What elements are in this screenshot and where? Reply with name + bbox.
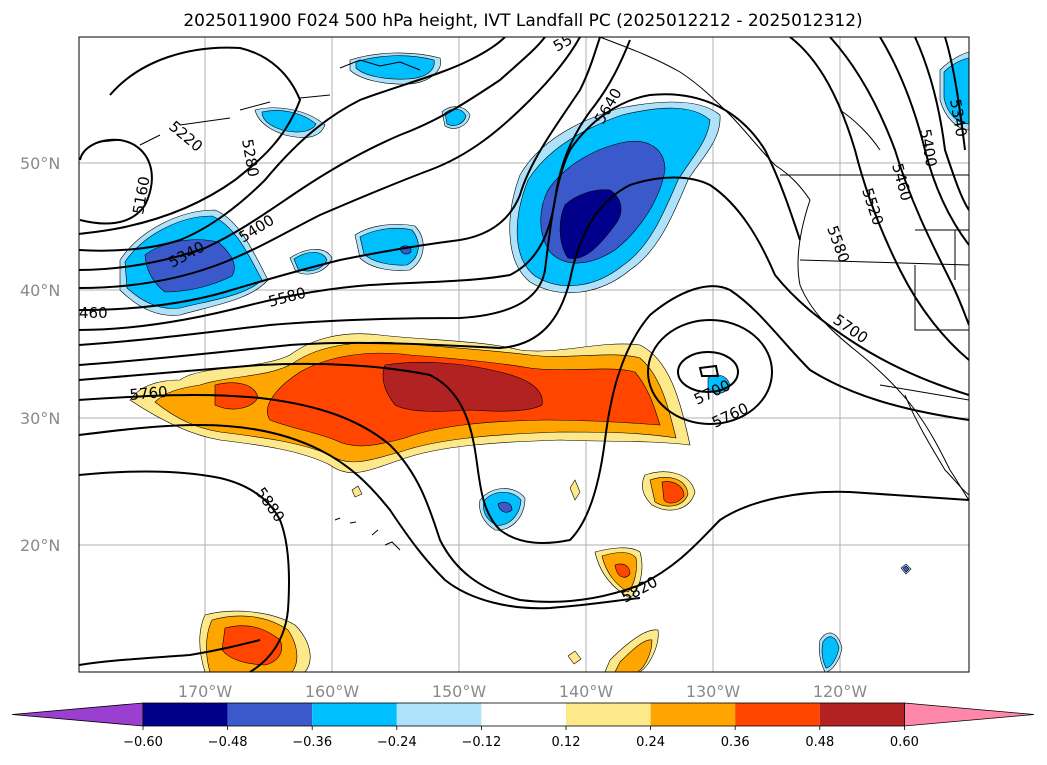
contour-5820b (79, 423, 641, 610)
contour-5760 (79, 285, 969, 544)
contour-5880b (79, 639, 261, 666)
contour-5820 (79, 393, 969, 603)
colorbar-segment (650, 703, 736, 726)
colorbar-segment (143, 703, 228, 726)
colorbar-tick-label: −0.36 (292, 735, 332, 750)
contour-5520-east (829, 37, 969, 326)
colorbar-segment (819, 703, 905, 726)
contour-label-5340-east: 5340 (946, 98, 970, 139)
colorbar-extend-max (904, 702, 1035, 727)
lat-label-50n: 50°N (20, 154, 60, 173)
contour-5340-east (944, 37, 966, 151)
colorbar-tick-label: 0.24 (636, 735, 665, 750)
lon-label-120w: 120°W (813, 682, 868, 701)
colorbar-tick-label: −0.60 (123, 735, 163, 750)
map-frame (78, 36, 970, 673)
mexico-border (879, 384, 969, 401)
colorbar-tick-label: −0.24 (377, 735, 417, 750)
colorbar-segment (735, 703, 820, 726)
lon-label-160w: 160°W (305, 682, 360, 701)
contour-5580 (79, 39, 631, 331)
lon-label-170w: 170°W (178, 682, 233, 701)
aleutian-islands (99, 94, 331, 146)
contour-5700 (79, 176, 969, 396)
lat-label-30n: 30°N (20, 409, 60, 428)
colorbar-tick-label: 0.12 (552, 735, 581, 750)
state-border-1 (799, 259, 969, 266)
colorbar-tick-label: −0.12 (461, 735, 501, 750)
colorbar (11, 702, 1035, 727)
contour-label-5760-west: 5760 (129, 383, 169, 404)
contour-5280 (79, 37, 506, 252)
contour-low-5760 (647, 319, 773, 425)
contour-label-460: 460 (79, 304, 108, 322)
colorbar-tick-label: 0.48 (805, 735, 834, 750)
baja-coast (904, 394, 969, 496)
figure-title: 2025011900 F024 500 hPa height, IVT Land… (183, 11, 862, 31)
contour-5400-east (914, 37, 969, 211)
latitude-labels: 50°N 40°N 30°N 20°N (20, 154, 60, 555)
colorbar-segment (396, 703, 482, 726)
state-border-3 (914, 265, 969, 331)
colorbar-segment (481, 703, 566, 726)
contour-5220 (79, 46, 302, 235)
lon-label-140w: 140°W (559, 682, 614, 701)
contour-5400 (79, 37, 581, 289)
contour-5340 (79, 37, 546, 271)
contour-5460-east (879, 37, 969, 246)
colorbar-tick-label: −0.48 (208, 735, 248, 750)
contour-5640 (79, 93, 801, 346)
colorbar-tick-label: 0.60 (890, 735, 919, 750)
lat-label-20n: 20°N (20, 536, 60, 555)
lon-label-150w: 150°W (432, 682, 487, 701)
colorbar-outline (142, 702, 905, 727)
contour-low-5700 (677, 351, 739, 393)
north-america-coast (599, 37, 969, 501)
colorbar-segment (312, 703, 397, 726)
lat-label-40n: 40°N (20, 281, 60, 300)
canada-border-segment (839, 109, 881, 151)
hawaii-islands (334, 517, 401, 551)
contour-5880 (79, 470, 291, 672)
colorbar-segment (566, 703, 651, 726)
coastlines (99, 37, 969, 551)
colorbar-tick-label: 0.36 (721, 735, 750, 750)
colorbar-extend-min (11, 702, 144, 727)
colorbar-labels: −0.60 −0.48 −0.36 −0.24 −0.12 0.12 0.24 0.36 0.4… (123, 726, 919, 750)
contour-5160 (79, 138, 153, 225)
height-contours (79, 37, 969, 672)
alaska-coast-segment (339, 59, 421, 71)
ivt-positive-plume (129, 333, 696, 672)
longitude-labels: 170°W 160°W 150°W 140°W 130°W 120°W (178, 682, 868, 701)
contour-5460 (79, 37, 601, 311)
colorbar-segment (227, 703, 313, 726)
contour-5580-east (789, 37, 969, 361)
contour-low-center (698, 364, 720, 377)
lon-label-130w: 130°W (686, 682, 741, 701)
